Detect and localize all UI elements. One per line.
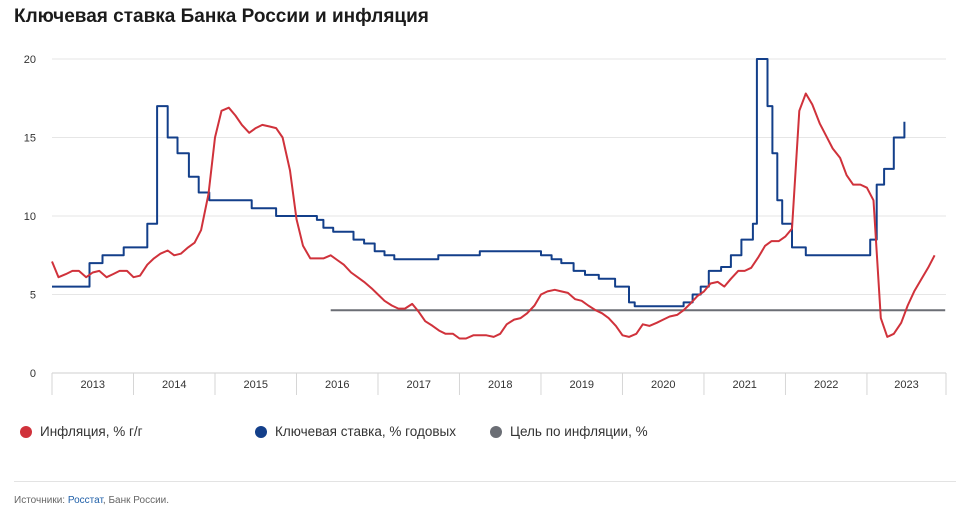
- legend-dot-inflation-icon: [20, 425, 32, 438]
- x-axis: 2013 2014 2015 2016 2017 2018 2019 2020 2021 2022…: [51, 373, 947, 395]
- series-line-key-rate: [52, 58, 906, 308]
- legend-label-inflation: Инфляция, % г/г: [40, 424, 143, 439]
- x-tick-label: 2021: [732, 379, 756, 391]
- chart-title: Ключевая ставка Банка России и инфляция: [14, 6, 429, 27]
- footer-divider: [14, 481, 956, 482]
- source-note: Источники: Росстат, Банк России.: [14, 495, 169, 506]
- x-tick-label: 2019: [569, 379, 593, 391]
- y-tick-label: 0: [30, 368, 36, 380]
- x-tick-label: 2022: [814, 379, 838, 391]
- y-tick-label: 15: [24, 133, 36, 145]
- y-tick-label: 20: [24, 54, 36, 66]
- x-tick-label: 2016: [325, 379, 349, 391]
- y-axis-ticks: 0 5 10 15 20: [24, 54, 36, 380]
- y-tick-label: 10: [24, 211, 36, 223]
- source-suffix: , Банк России.: [102, 495, 170, 506]
- source-prefix: Источники:: [14, 495, 68, 506]
- x-tick-label: 2015: [243, 379, 267, 391]
- y-tick-label: 5: [30, 290, 36, 302]
- legend-item-key-rate[interactable]: Ключевая ставка, % годовых: [255, 424, 456, 439]
- legend-item-target[interactable]: Цель по инфляции, %: [490, 424, 648, 439]
- series-layer: [51, 58, 946, 340]
- x-tick-label: 2017: [406, 379, 430, 391]
- legend: Инфляция, % г/г Ключевая ставка, % годов…: [0, 424, 971, 444]
- x-tick-label: 2018: [488, 379, 512, 391]
- chart-canvas: 0 5 10 15 20 2013 2014 2015 2016 2017 2018 2019 202…: [24, 54, 947, 395]
- source-link-rosstat[interactable]: Росстат: [67, 495, 103, 506]
- legend-dot-target-icon: [490, 425, 502, 438]
- x-tick-label: 2014: [162, 379, 186, 391]
- legend-item-inflation[interactable]: Инфляция, % г/г: [20, 424, 143, 439]
- x-tick-label: 2013: [81, 379, 105, 391]
- legend-label-target: Цель по инфляции, %: [510, 424, 648, 439]
- x-tick-label: 2020: [651, 379, 675, 391]
- series-line-inflation: [51, 92, 936, 340]
- legend-dot-key-rate-icon: [255, 425, 267, 438]
- legend-label-key-rate: Ключевая ставка, % годовых: [275, 424, 456, 439]
- x-tick-label: 2023: [894, 379, 918, 391]
